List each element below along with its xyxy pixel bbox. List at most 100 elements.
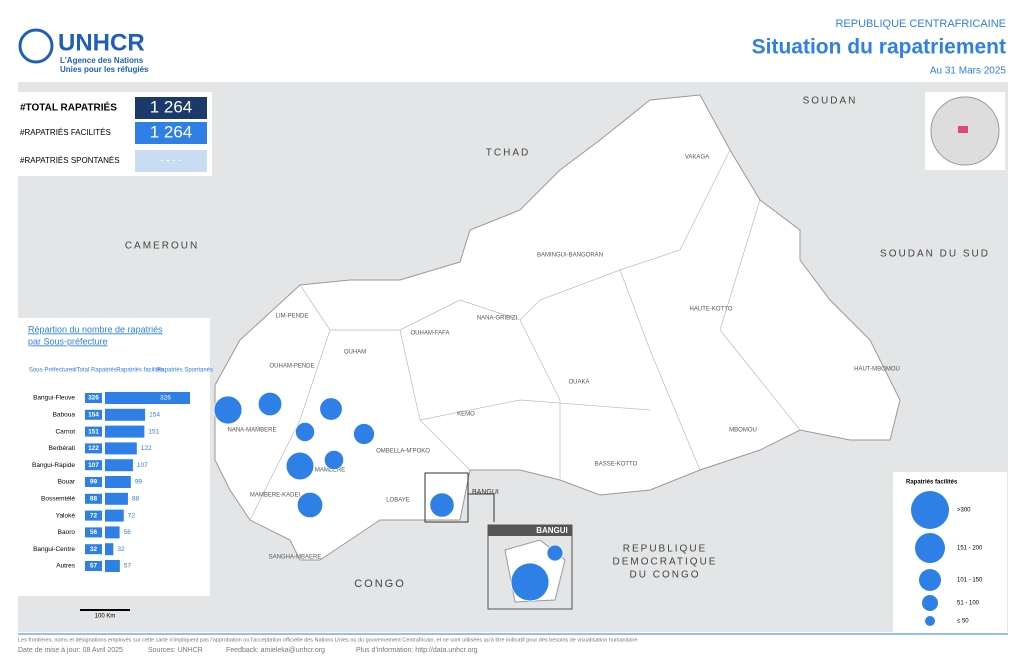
stat-box: [135, 150, 207, 172]
region-label: MAMBERE: [315, 468, 345, 474]
category-label: Baboua: [53, 412, 76, 419]
legend-label: 151 - 200: [957, 546, 983, 552]
region-label: MBOMOU: [729, 428, 757, 434]
legend-symbol: [925, 616, 935, 626]
region-label: NANA-GRIBIZI: [477, 316, 518, 322]
bar: [105, 560, 120, 572]
logo-emblem: [18, 28, 54, 64]
scale-label: 100 Km: [95, 614, 116, 620]
category-label: Bangui-Centre: [33, 546, 75, 553]
country-label: DEMOCRATIQUE: [613, 557, 718, 568]
category-label: Baoro: [58, 529, 76, 536]
value-box: [85, 527, 102, 538]
legend-symbol: [911, 491, 949, 529]
locator-car: [958, 126, 968, 133]
chart-title: Répartion du nombre de rapatriés: [28, 324, 163, 334]
value-box: [85, 510, 102, 521]
value-box: [85, 426, 102, 437]
region-label: VAKAGA: [685, 155, 709, 161]
value-label: 72: [90, 512, 98, 519]
column-header: Rapatriés facilités: [116, 368, 163, 374]
region-label: LOBAYE: [386, 498, 410, 504]
region-label: OUHAM-PENDE: [269, 364, 314, 370]
value-label: 57: [90, 563, 98, 570]
country-label: REPUBLIQUE: [623, 544, 707, 555]
value-label: 99: [90, 479, 98, 486]
stat-value: 1 264: [150, 122, 193, 141]
map-bubble: [294, 421, 316, 443]
country-label: SOUDAN DU SUD: [880, 249, 990, 260]
category-label: Carnot: [55, 428, 75, 435]
title: Situation du rapatriement: [752, 36, 1006, 59]
value-box: [85, 443, 102, 454]
stat-value: 1 264: [150, 97, 193, 116]
column-header: Rapatriés Spontanés: [157, 368, 213, 374]
info: Plus d'information: http://data.unhcr.or…: [356, 647, 478, 654]
region-label: MAMBERE-KADEI: [250, 493, 301, 499]
inset-header: [488, 525, 572, 536]
value-box: [85, 477, 102, 487]
chart-panel: [18, 318, 210, 596]
value-label: 56: [90, 529, 98, 536]
bar: [105, 442, 137, 455]
bar-label: 56: [124, 529, 132, 536]
bar-label: 107: [137, 462, 148, 469]
car-outline: [214, 94, 901, 561]
value-box: [85, 460, 102, 471]
legend-label: ≤ 50: [957, 619, 969, 625]
bar: [105, 459, 133, 472]
value-box: [85, 393, 102, 403]
bar-label: 88: [132, 496, 140, 503]
value-box: [85, 409, 102, 420]
column-header: #Total Rapatriés: [73, 368, 116, 374]
value-box: [85, 544, 102, 555]
updated: Date de mise à jour: 08 Avril 2025: [18, 647, 123, 654]
legend-label: 101 - 150: [957, 578, 983, 584]
column-header: Sous-Préfectures: [29, 368, 75, 374]
stat-label: #TOTAL RAPATRIÉS: [20, 101, 117, 114]
value-label: 107: [88, 462, 99, 469]
sources: Sources: UNHCR: [148, 647, 203, 654]
map-bubble: [257, 391, 283, 417]
value-label: 151: [88, 428, 99, 435]
value-box: [85, 493, 102, 504]
category-label: Yaloké: [56, 512, 76, 519]
region-label: NANA-MAMBERE: [227, 428, 276, 434]
legend-symbol: [915, 533, 945, 563]
map-bubble: [213, 395, 243, 425]
bar: [105, 526, 120, 539]
bar: [105, 543, 114, 556]
bar-label: 72: [128, 512, 136, 519]
legend-label: >300: [957, 508, 971, 514]
bar: [105, 392, 190, 404]
category-label: Berbérati: [49, 445, 75, 452]
country-label: SOUDAN: [803, 96, 858, 107]
map-bubble: [429, 492, 455, 518]
region-label: BASSE-KOTTO: [595, 462, 638, 468]
country-label: DU CONGO: [630, 570, 701, 581]
bar-label: 32: [117, 546, 125, 553]
map-bubble: [296, 491, 324, 519]
map-bubble: [285, 451, 315, 481]
feedback: Feedback: amieleka@unhcr.org: [226, 647, 325, 654]
bar: [105, 476, 131, 488]
bar: [105, 425, 145, 438]
region-label: KEMO: [457, 412, 475, 418]
region-label: OMBELLA-M'POKO: [376, 449, 430, 455]
bar-label: 326: [160, 395, 171, 402]
region-borders: [249, 149, 801, 521]
map-bubble: [319, 397, 343, 421]
legend-title: Rapatriés facilités: [906, 480, 958, 486]
country-label: CAMEROUN: [125, 241, 199, 252]
legend-symbol: [922, 595, 938, 611]
bar-label: 99: [135, 479, 143, 486]
region-label: HAUTE-KOTTO: [690, 307, 733, 313]
value-label: 326: [88, 395, 99, 402]
category-label: Bouar: [58, 479, 76, 486]
region-label: HAUT-MBOMOU: [854, 367, 900, 373]
legend-label: 51 - 100: [957, 601, 980, 607]
bar-label: 57: [124, 563, 132, 570]
date: Au 31 Mars 2025: [930, 66, 1007, 77]
map-bubble: [323, 449, 345, 471]
legend-panel: [893, 472, 1007, 632]
